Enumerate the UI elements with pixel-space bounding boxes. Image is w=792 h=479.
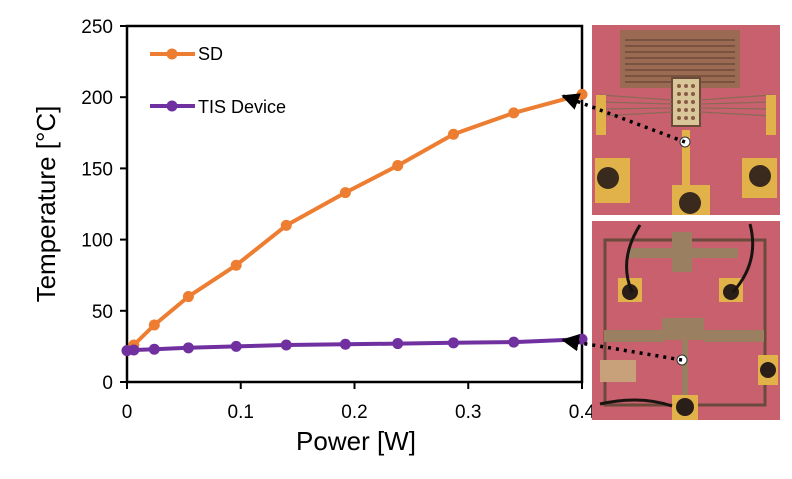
data-point-sd [447,128,459,140]
chart: Temperature [°C] Power [W] 0 50 100 150 200 2… [31,17,596,456]
data-point-sd [182,291,194,303]
x-tick-label: 0.1 [228,402,254,423]
x-axis-title: Power [W] [296,426,416,456]
data-point-tis-device [128,344,140,356]
pointer-arrow-sd [561,93,686,144]
y-tick-label: 150 [81,159,113,180]
y-axis: 0 50 100 150 200 250 [81,17,127,394]
x-tick-label: 0 [122,402,133,423]
data-point-tis-device [280,339,292,351]
micrograph-tis [592,221,780,420]
micrograph-sd [592,25,780,215]
legend: SD TIS Device [150,44,286,117]
data-point-tis-device [182,342,194,354]
series-layer [121,88,588,357]
legend-label-tis: TIS Device [198,97,286,117]
series-line-sd [125,92,584,353]
y-tick-label: 100 [81,231,113,252]
legend-marker-tis [166,100,178,112]
data-point-tis-device [392,338,404,350]
data-point-tis-device [148,343,160,355]
y-tick-label: 200 [81,88,113,109]
y-axis-title: Temperature [°C] [31,106,61,303]
data-point-sd [576,88,588,100]
data-point-sd [392,160,404,172]
x-tick-label: 0.2 [341,402,367,423]
x-tick-label: 0.3 [455,402,481,423]
y-tick-label: 0 [102,373,113,394]
data-point-tis-device [339,338,351,350]
y-tick-label: 50 [92,302,113,323]
data-point-tis-device [230,340,242,352]
data-point-tis-device [447,337,459,349]
legend-label-sd: SD [198,44,223,64]
data-point-sd [280,219,292,231]
x-tick-label: 0.4 [569,402,596,423]
legend-marker-sd [166,48,178,60]
x-axis: 0 0.1 0.2 0.3 0.4 [122,382,596,423]
data-point-sd [508,107,520,119]
data-point-sd [148,319,160,331]
data-point-tis-device [508,336,520,348]
data-point-sd [339,187,351,199]
data-point-sd [230,259,242,271]
y-tick-label: 250 [81,17,113,38]
plot-area-frame [125,24,584,384]
